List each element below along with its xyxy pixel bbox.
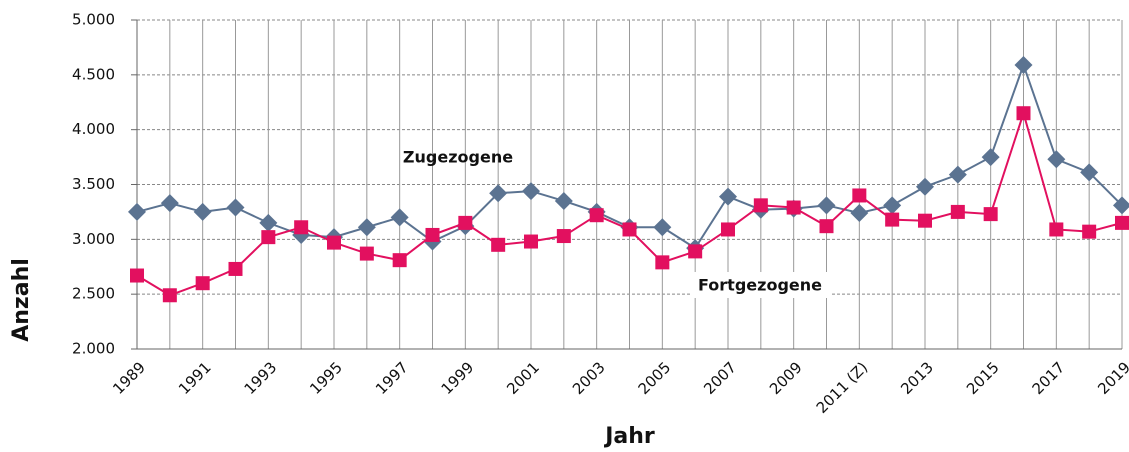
- marker: [425, 227, 440, 242]
- x-tick-label: 2003: [569, 358, 609, 398]
- x-tick-label: 2005: [635, 358, 675, 398]
- marker: [817, 196, 836, 215]
- marker: [655, 255, 670, 270]
- marker: [819, 219, 834, 234]
- y-tick-label: 4.000: [72, 120, 115, 138]
- marker: [390, 208, 409, 227]
- x-tick-label: 2007: [700, 358, 740, 398]
- marker: [128, 202, 146, 221]
- marker: [852, 188, 867, 203]
- marker: [1082, 224, 1097, 239]
- marker: [1115, 215, 1129, 230]
- marker: [294, 220, 309, 235]
- x-tick-label: 1991: [175, 358, 215, 398]
- marker: [653, 218, 672, 237]
- marker: [556, 229, 571, 244]
- marker: [554, 191, 573, 210]
- marker: [193, 202, 212, 221]
- marker: [524, 234, 538, 249]
- x-tick-label: 2013: [897, 358, 937, 398]
- marker: [1113, 196, 1129, 215]
- marker: [359, 246, 374, 261]
- y-tick-label: 2.500: [72, 285, 115, 303]
- marker: [392, 253, 407, 268]
- x-tick-label: 1999: [438, 358, 478, 398]
- marker: [1080, 163, 1099, 182]
- marker: [357, 218, 376, 237]
- label-bg: [690, 272, 832, 298]
- marker: [883, 196, 902, 215]
- marker: [948, 165, 967, 184]
- marker: [1014, 55, 1033, 74]
- marker: [261, 230, 276, 245]
- marker: [130, 268, 144, 283]
- marker: [721, 222, 735, 237]
- marker: [1049, 222, 1064, 237]
- marker: [753, 198, 768, 213]
- marker: [981, 148, 1000, 167]
- x-tick-label: 1993: [241, 358, 281, 398]
- marker: [589, 208, 604, 223]
- x-tick-label: 1997: [372, 358, 412, 398]
- marker: [522, 182, 540, 201]
- marker: [950, 204, 965, 219]
- marker: [489, 184, 508, 203]
- marker: [622, 222, 637, 237]
- x-tick-label: 1989: [109, 358, 149, 398]
- marker: [160, 194, 179, 213]
- marker: [885, 212, 900, 227]
- y-tick-label: 4.500: [72, 65, 115, 83]
- marker: [1047, 150, 1066, 169]
- marker: [916, 177, 934, 196]
- x-tick-label: 2001: [503, 358, 543, 398]
- marker: [162, 288, 177, 303]
- marker: [259, 213, 278, 232]
- marker: [850, 204, 869, 223]
- y-tick-label: 3.000: [72, 230, 115, 248]
- y-tick-label: 5.000: [72, 11, 115, 29]
- y-tick-label: 3.500: [72, 175, 115, 193]
- x-tick-label: 2019: [1094, 358, 1129, 398]
- x-tick-label: 2017: [1029, 358, 1069, 398]
- y-axis-title: Anzahl: [9, 258, 34, 342]
- marker: [983, 207, 998, 222]
- marker: [226, 198, 245, 217]
- marker: [918, 213, 932, 228]
- y-tick-label: 2.000: [72, 340, 115, 358]
- x-tick-label: 2015: [963, 358, 1003, 398]
- x-axis-title: Jahr: [603, 424, 655, 449]
- series-label: Fortgezogene: [698, 276, 822, 295]
- series-label: Zugezogene: [403, 148, 513, 167]
- marker: [688, 244, 703, 259]
- x-tick-label: 2009: [766, 358, 806, 398]
- marker: [327, 235, 341, 250]
- marker: [1016, 106, 1031, 121]
- marker: [491, 237, 506, 252]
- marker: [458, 215, 473, 230]
- marker: [786, 200, 801, 215]
- x-tick-label: 1995: [306, 358, 346, 398]
- marker: [228, 261, 243, 276]
- marker: [195, 276, 210, 291]
- x-tick-label: 2011 (Z): [813, 358, 872, 417]
- marker: [719, 187, 737, 206]
